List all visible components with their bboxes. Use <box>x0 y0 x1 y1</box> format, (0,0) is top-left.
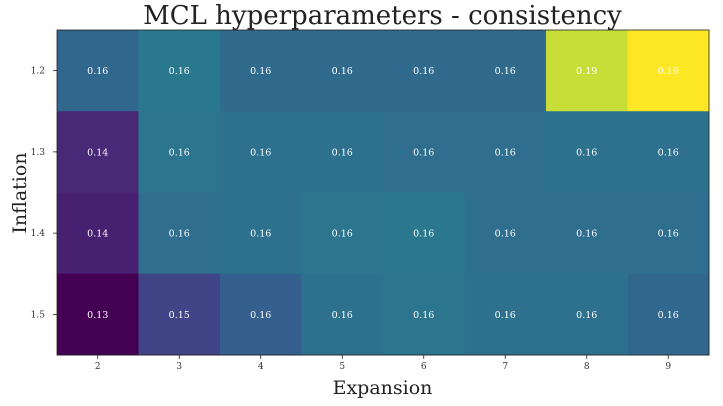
heatmap-cell <box>57 192 139 275</box>
heatmap-cell <box>301 30 384 112</box>
cell-value-label: 0.16 <box>576 147 597 158</box>
cell-value-label: 0.19 <box>658 66 679 77</box>
cell-value-label: 0.16 <box>658 229 679 240</box>
cell-value-label: 0.16 <box>87 66 108 77</box>
cell-value-label: 0.16 <box>576 229 597 240</box>
x-tick-label: 2 <box>95 362 101 372</box>
heatmap-cell <box>627 273 710 356</box>
cell-value-label: 0.16 <box>169 66 190 77</box>
cell-value-label: 0.16 <box>332 229 353 240</box>
heatmap-cell <box>220 111 302 193</box>
x-tick-label: 7 <box>502 362 508 372</box>
cell-value-label: 0.16 <box>169 229 190 240</box>
heatmap-cell <box>627 192 710 275</box>
cell-value-label: 0.16 <box>413 310 434 321</box>
y-tick-label: 1.5 <box>31 310 46 320</box>
cell-value-label: 0.16 <box>250 310 271 321</box>
heatmap-cell <box>220 192 302 275</box>
heatmap-cell <box>546 111 628 193</box>
heatmap-cell <box>627 111 710 193</box>
y-tick-label: 1.4 <box>31 229 46 239</box>
x-tick-label: 4 <box>258 362 264 372</box>
cell-value-label: 0.16 <box>658 310 679 321</box>
heatmap-cell <box>464 192 547 275</box>
cell-value-label: 0.16 <box>250 66 271 77</box>
cell-value-label: 0.16 <box>495 229 516 240</box>
cell-value-label: 0.16 <box>169 147 190 158</box>
cell-value-label: 0.19 <box>576 66 597 77</box>
cell-value-label: 0.16 <box>495 147 516 158</box>
x-tick-label: 9 <box>665 362 671 372</box>
heatmap-cell <box>301 192 384 275</box>
y-tick-label: 1.2 <box>31 67 45 77</box>
cell-value-label: 0.15 <box>169 310 190 321</box>
cell-value-label: 0.16 <box>576 310 597 321</box>
x-tick-label: 5 <box>339 362 345 372</box>
cell-value-label: 0.16 <box>413 66 434 77</box>
plot-frame <box>56 29 710 356</box>
heatmap-cell <box>464 111 547 193</box>
cell-value-label: 0.16 <box>250 229 271 240</box>
heatmap-cell <box>383 111 465 193</box>
x-tick-label: 3 <box>176 362 182 372</box>
cell-value-label: 0.16 <box>413 147 434 158</box>
heatmap-cell <box>464 30 547 112</box>
heatmap-cell <box>383 30 465 112</box>
heatmap-cell <box>546 273 628 356</box>
cell-value-label: 0.14 <box>87 147 108 158</box>
heatmap-cell <box>138 192 221 275</box>
heatmap-cell <box>57 30 139 112</box>
cell-value-label: 0.16 <box>332 66 353 77</box>
heatmap-cell <box>546 192 628 275</box>
heatmap-cell <box>301 273 384 356</box>
cell-value-label: 0.13 <box>87 310 108 321</box>
heatmap-cell <box>220 30 302 112</box>
heatmap-cell <box>138 111 221 193</box>
heatmap-cell <box>627 30 710 112</box>
heatmap-cell <box>546 30 628 112</box>
cell-value-label: 0.16 <box>413 229 434 240</box>
cell-value-label: 0.14 <box>87 229 108 240</box>
x-axis-label: Expansion <box>332 377 433 399</box>
cell-value-label: 0.16 <box>332 310 353 321</box>
heatmap-cell <box>220 273 302 356</box>
cell-value-label: 0.16 <box>250 147 271 158</box>
cell-value-label: 0.16 <box>658 147 679 158</box>
y-axis-label: Inflation <box>9 152 31 234</box>
heatmap-cell <box>464 273 547 356</box>
heatmap-cell <box>301 111 384 193</box>
y-tick-label: 1.3 <box>31 148 46 158</box>
heatmap-cell <box>383 273 465 356</box>
x-tick-label: 6 <box>421 362 427 372</box>
heatmap-cell <box>138 273 221 356</box>
heatmap-cell <box>57 273 139 356</box>
cell-value-label: 0.16 <box>495 310 516 321</box>
cell-value-label: 0.16 <box>332 147 353 158</box>
cell-value-label: 0.16 <box>495 66 516 77</box>
heatmap-cell <box>57 111 139 193</box>
x-tick-label: 8 <box>584 362 590 372</box>
chart-title: MCL hyperparameters - consistency <box>143 1 622 31</box>
heatmap-cell <box>383 192 465 275</box>
heatmap-cell <box>138 30 221 112</box>
